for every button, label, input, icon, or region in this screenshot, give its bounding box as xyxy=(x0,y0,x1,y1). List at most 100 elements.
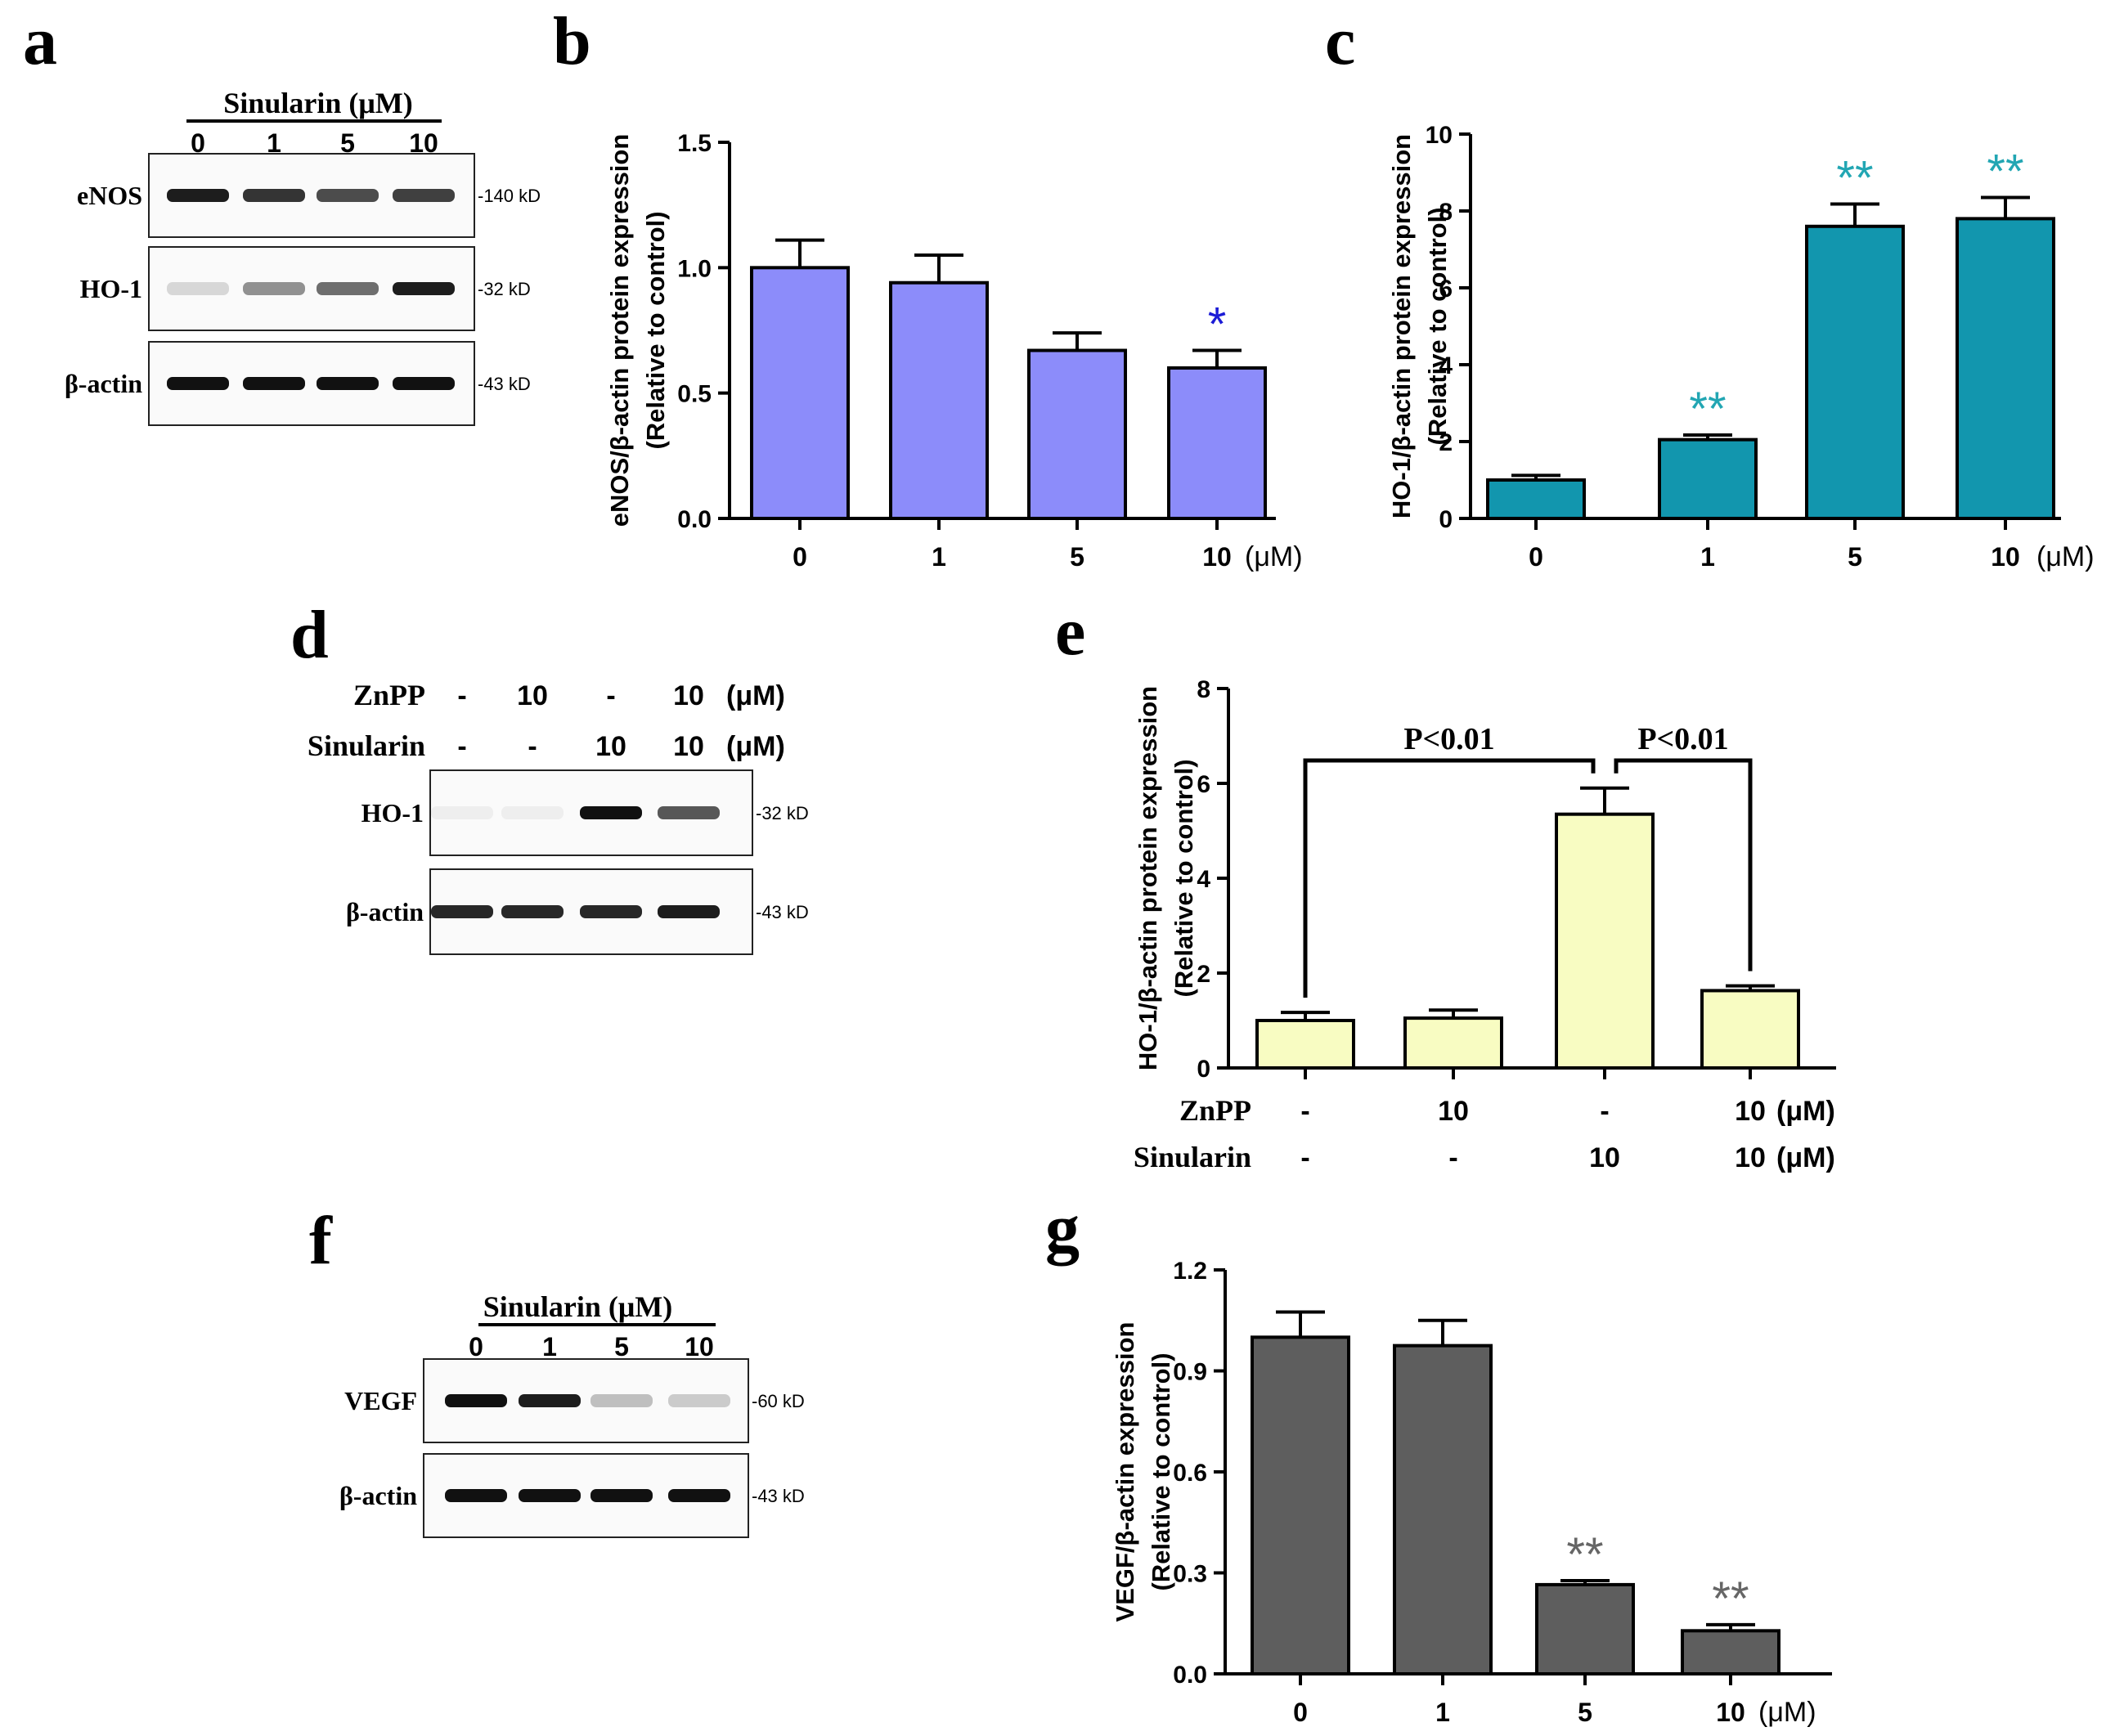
blot-band xyxy=(519,1489,581,1502)
x-tick-label: 0 xyxy=(1529,542,1543,572)
x-tick-label: 0 xyxy=(1293,1698,1308,1727)
x-tick-label: 1 xyxy=(1700,542,1715,572)
unit-label: (μM) xyxy=(1776,1096,1835,1127)
blot-band xyxy=(393,189,455,202)
protein-label: VEGF xyxy=(344,1386,417,1415)
x-unit-label: (μM) xyxy=(1758,1697,1816,1728)
x-tick-label: 5 xyxy=(1848,542,1862,572)
y-tick-label: 8 xyxy=(1439,199,1453,226)
dose-label: 0 xyxy=(469,1332,483,1361)
blot-band xyxy=(393,377,455,390)
treatment-row-label: ZnPP xyxy=(353,679,425,711)
blot-band xyxy=(167,282,229,295)
bar xyxy=(889,280,989,520)
treatment-value: 10 xyxy=(1438,1096,1469,1127)
treatment-label: Sinularin (μM) xyxy=(483,1290,672,1323)
blot-panel-d: d ZnPP - 10 - 10 (μM) Sinularin - - 10 10 (μM) HO-1 -3… xyxy=(290,597,809,955)
dose-label: 1 xyxy=(267,128,281,158)
y-axis-label: (Relative to control) xyxy=(1170,759,1198,997)
blot-band xyxy=(668,1394,730,1407)
bar xyxy=(1956,217,2055,520)
treatment-label: Sinularin (μM) xyxy=(223,87,412,119)
x-tick-label: 10 xyxy=(1716,1698,1745,1727)
treatment-value: 10 xyxy=(673,731,704,762)
panel-letter: d xyxy=(290,597,329,673)
significance-marker: ** xyxy=(1566,1528,1603,1581)
bar xyxy=(1700,989,1800,1070)
dose-label: 10 xyxy=(685,1332,714,1361)
bar xyxy=(1167,366,1267,520)
x-tick-label: 10 xyxy=(1991,542,2020,572)
dose-label: 5 xyxy=(340,128,355,158)
bar-chart-e: e 0 2 4 6 8 HO-1/β-actin protein expression (Re… xyxy=(1055,594,1836,1173)
treatment-value: - xyxy=(1448,1142,1457,1173)
treatment-value: - xyxy=(457,731,466,762)
dose-label: 0 xyxy=(191,128,205,158)
treatment-value: - xyxy=(457,680,466,711)
protein-label: β-actin xyxy=(346,897,424,926)
significance-marker: ** xyxy=(1712,1572,1749,1626)
blot-panel-f: f Sinularin (μM)0 1 5 10 VEGF -60 kD β-actin -43… xyxy=(309,1203,805,1538)
molecular-weight-label: -43 kD xyxy=(478,374,531,394)
panel-letter: f xyxy=(309,1203,333,1279)
molecular-weight-label: -140 kD xyxy=(478,186,541,206)
bar-chart-b: b 0.0 0.5 1.0 1.5 eNOS/β-actin protein expres… xyxy=(553,3,1303,572)
blot-band xyxy=(243,377,305,390)
bar xyxy=(750,266,850,520)
treatment-value: - xyxy=(1300,1096,1309,1127)
x-tick-label: 0 xyxy=(793,542,807,572)
bar-chart-g: g 0.0 0.3 0.6 0.9 1.2 VEGF/β-actin expression (… xyxy=(1045,1191,1832,1728)
treatment-row-label: Sinularin xyxy=(1134,1141,1251,1173)
treatment-value: 10 xyxy=(1735,1142,1766,1173)
y-axis-label: eNOS/β-actin protein expression xyxy=(605,134,634,527)
blot-band xyxy=(243,282,305,295)
protein-label: HO-1 xyxy=(361,798,424,828)
treatment-value: - xyxy=(606,680,615,711)
bar xyxy=(1535,1582,1635,1675)
bar xyxy=(1805,224,1905,520)
dose-label: 1 xyxy=(542,1332,557,1361)
bar xyxy=(1658,437,1758,521)
x-tick-label: 5 xyxy=(1070,542,1084,572)
x-tick-label: 5 xyxy=(1578,1698,1592,1727)
treatment-value: 10 xyxy=(1735,1096,1766,1127)
treatment-value: - xyxy=(1300,1142,1309,1173)
blot-band xyxy=(317,377,379,390)
blot-band xyxy=(431,806,493,819)
y-tick-label: 0.5 xyxy=(677,381,712,408)
unit-label: (μM) xyxy=(726,731,785,762)
panel-letter: g xyxy=(1045,1191,1080,1267)
molecular-weight-label: -32 kD xyxy=(478,279,531,299)
y-tick-label: 0.0 xyxy=(1173,1662,1207,1689)
y-tick-label: 1.5 xyxy=(677,130,712,157)
molecular-weight-label: -32 kD xyxy=(756,803,809,823)
blot-band xyxy=(431,905,493,918)
panel-letter: b xyxy=(553,3,591,79)
y-tick-label: 0 xyxy=(1197,1056,1210,1083)
comparison-label: P<0.01 xyxy=(1403,722,1494,756)
y-axis-label: (Relative to control) xyxy=(641,211,670,449)
y-tick-label: 4 xyxy=(1439,352,1453,379)
comparison-bracket xyxy=(1303,758,1596,998)
y-axis-label: HO-1/β-actin protein expression xyxy=(1387,134,1416,518)
x-tick-label: 1 xyxy=(932,542,946,572)
y-tick-label: 0 xyxy=(1439,506,1453,533)
y-tick-label: 1.2 xyxy=(1173,1258,1207,1285)
significance-marker: * xyxy=(1208,298,1227,352)
y-tick-label: 0.0 xyxy=(677,506,712,533)
blot-band xyxy=(445,1394,507,1407)
treatment-value: 10 xyxy=(517,680,548,711)
blot-band xyxy=(580,806,642,819)
unit-label: (μM) xyxy=(1776,1142,1835,1173)
blot-band xyxy=(243,189,305,202)
protein-label: HO-1 xyxy=(80,274,142,303)
significance-marker: ** xyxy=(1836,152,1873,205)
blot-band xyxy=(590,1489,653,1502)
blot-band xyxy=(658,806,720,819)
unit-label: (μM) xyxy=(726,680,785,711)
bar xyxy=(1555,812,1655,1070)
protein-label: β-actin xyxy=(339,1481,417,1510)
panel-letter: a xyxy=(23,3,57,79)
x-unit-label: (μM) xyxy=(2036,541,2095,572)
